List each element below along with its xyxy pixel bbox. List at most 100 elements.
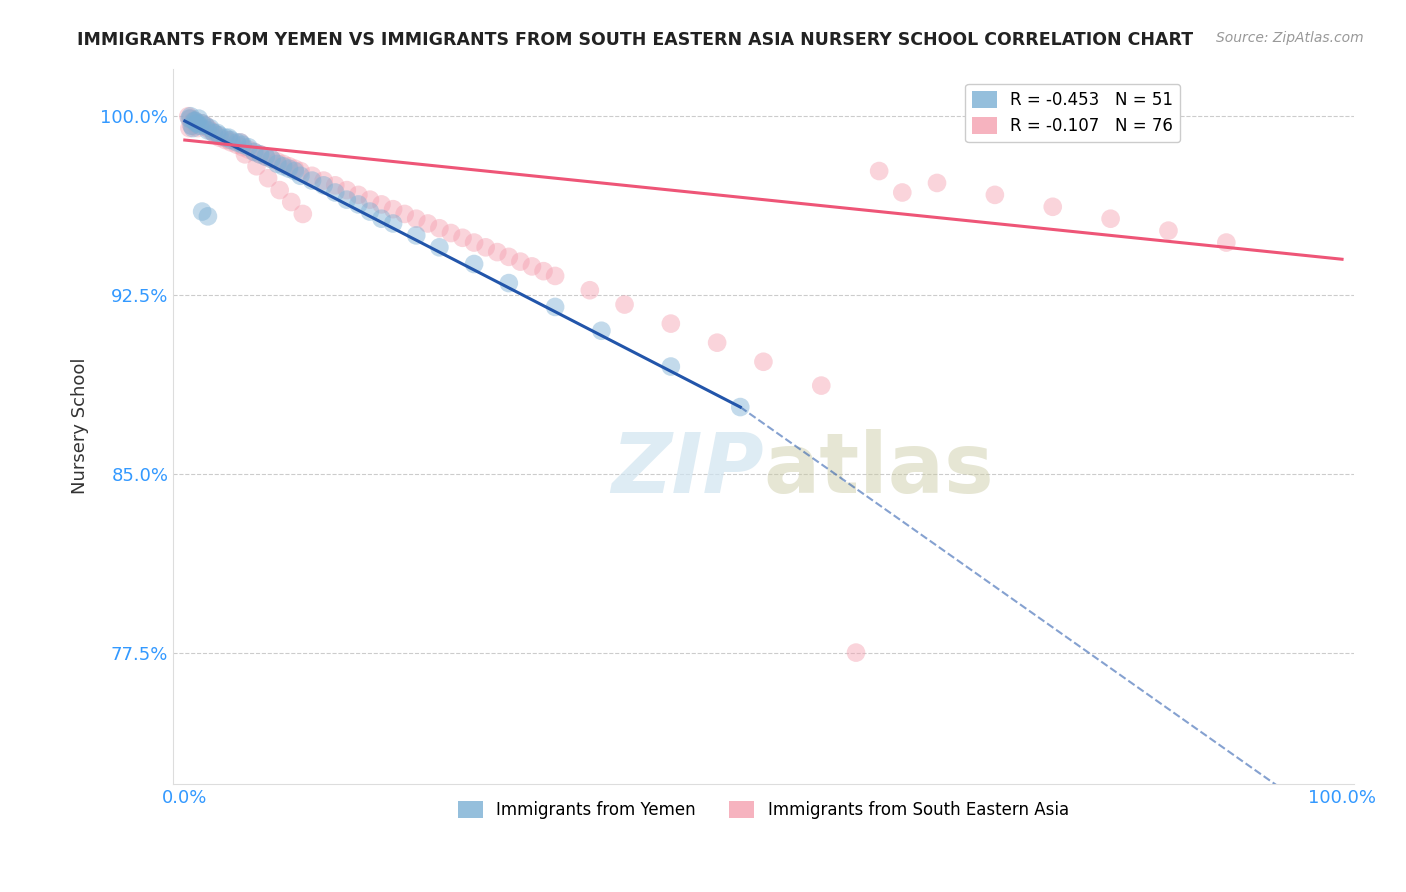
Point bbox=[186, 121, 208, 136]
Point bbox=[184, 114, 207, 128]
Point bbox=[214, 133, 236, 147]
Point bbox=[613, 297, 636, 311]
Point bbox=[520, 260, 543, 274]
Point bbox=[180, 109, 202, 123]
Point bbox=[1042, 200, 1064, 214]
Point bbox=[544, 300, 567, 314]
Point bbox=[194, 119, 217, 133]
Point bbox=[200, 123, 222, 137]
Point bbox=[194, 119, 217, 133]
Point bbox=[451, 231, 474, 245]
Point bbox=[205, 126, 228, 140]
Point bbox=[180, 119, 202, 133]
Point bbox=[205, 128, 228, 143]
Point bbox=[254, 150, 277, 164]
Point bbox=[186, 116, 208, 130]
Text: Source: ZipAtlas.com: Source: ZipAtlas.com bbox=[1216, 31, 1364, 45]
Point bbox=[891, 186, 914, 200]
Point bbox=[706, 335, 728, 350]
Point bbox=[266, 154, 288, 169]
Point bbox=[533, 264, 555, 278]
Point bbox=[810, 378, 832, 392]
Point bbox=[191, 116, 214, 130]
Point bbox=[278, 161, 301, 176]
Point bbox=[180, 112, 202, 126]
Point bbox=[984, 187, 1007, 202]
Point bbox=[730, 400, 752, 414]
Point bbox=[474, 240, 496, 254]
Point bbox=[249, 147, 271, 161]
Point bbox=[347, 197, 370, 211]
Point bbox=[1215, 235, 1237, 250]
Point bbox=[238, 140, 260, 154]
Point bbox=[260, 152, 283, 166]
Point bbox=[323, 186, 346, 200]
Point bbox=[179, 121, 201, 136]
Point bbox=[752, 355, 775, 369]
Point bbox=[591, 324, 613, 338]
Y-axis label: Nursery School: Nursery School bbox=[72, 358, 89, 494]
Point bbox=[509, 254, 531, 268]
Point bbox=[284, 161, 307, 176]
Point bbox=[290, 169, 312, 183]
Point bbox=[260, 152, 283, 166]
Point bbox=[659, 359, 682, 374]
Point bbox=[544, 268, 567, 283]
Point bbox=[238, 143, 260, 157]
Point bbox=[229, 136, 252, 150]
Point bbox=[202, 126, 225, 140]
Point bbox=[659, 317, 682, 331]
Point bbox=[312, 173, 335, 187]
Point bbox=[271, 159, 294, 173]
Point bbox=[219, 136, 242, 150]
Point bbox=[266, 157, 288, 171]
Point bbox=[405, 228, 427, 243]
Point bbox=[180, 119, 202, 133]
Point bbox=[1099, 211, 1122, 226]
Point bbox=[184, 114, 207, 128]
Point bbox=[233, 147, 256, 161]
Point bbox=[243, 145, 266, 159]
Point bbox=[254, 150, 277, 164]
Point bbox=[429, 240, 451, 254]
Point bbox=[359, 204, 381, 219]
Legend: Immigrants from Yemen, Immigrants from South Eastern Asia: Immigrants from Yemen, Immigrants from S… bbox=[451, 794, 1076, 825]
Point bbox=[284, 164, 307, 178]
Point bbox=[1157, 224, 1180, 238]
Point bbox=[416, 217, 439, 231]
Point bbox=[179, 112, 201, 126]
Point bbox=[191, 204, 214, 219]
Point bbox=[225, 137, 247, 152]
Point bbox=[245, 159, 267, 173]
Point bbox=[463, 257, 485, 271]
Point bbox=[243, 145, 266, 159]
Point bbox=[845, 646, 868, 660]
Point bbox=[197, 210, 219, 224]
Point bbox=[498, 250, 520, 264]
Point bbox=[336, 183, 359, 197]
Point bbox=[191, 116, 214, 130]
Point bbox=[232, 137, 254, 152]
Point bbox=[382, 217, 405, 231]
Point bbox=[429, 221, 451, 235]
Point bbox=[579, 283, 602, 297]
Point bbox=[301, 173, 323, 187]
Point bbox=[186, 116, 208, 130]
Point bbox=[291, 207, 314, 221]
Point bbox=[463, 235, 485, 250]
Point bbox=[498, 276, 520, 290]
Point bbox=[269, 183, 291, 197]
Point bbox=[486, 245, 509, 260]
Point bbox=[382, 202, 405, 217]
Point bbox=[225, 136, 247, 150]
Point bbox=[925, 176, 948, 190]
Point bbox=[868, 164, 890, 178]
Point bbox=[301, 169, 323, 183]
Point bbox=[249, 147, 271, 161]
Point bbox=[177, 109, 200, 123]
Point bbox=[336, 193, 359, 207]
Point bbox=[440, 226, 463, 240]
Point bbox=[290, 164, 312, 178]
Point bbox=[370, 197, 392, 211]
Point bbox=[208, 130, 231, 145]
